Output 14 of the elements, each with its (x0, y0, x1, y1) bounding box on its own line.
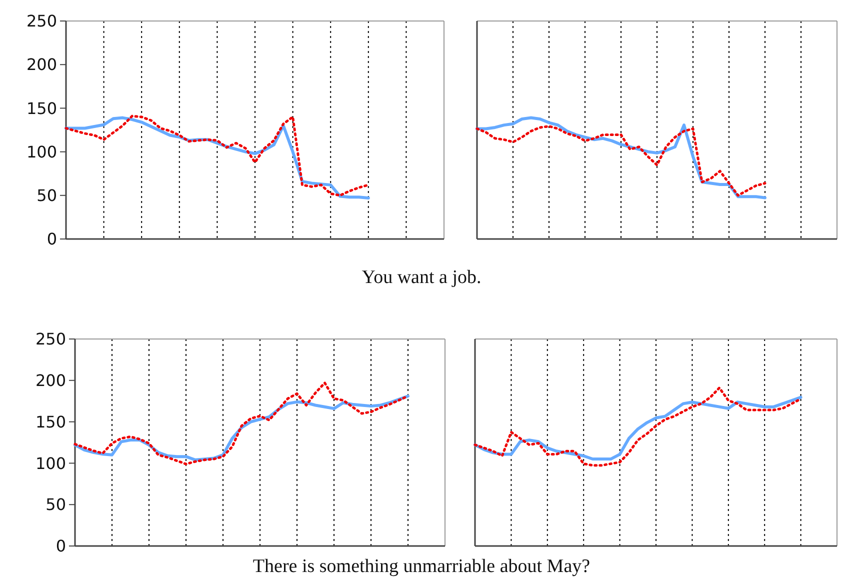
text: There is something unmarriable about May? (252, 556, 590, 577)
y-tick-label: 250 (26, 12, 57, 31)
y-tick-label: 200 (26, 55, 57, 74)
y-tick-label: 50 (36, 186, 57, 205)
y-tick-label: 0 (46, 230, 57, 249)
text: You want a job. (362, 267, 482, 288)
y-tick-label: 150 (26, 98, 57, 118)
y-tick-label: 0 (56, 536, 66, 556)
y-tick-label: 100 (35, 454, 66, 473)
y-tick-label: 200 (35, 371, 66, 390)
y-tick-label: 100 (26, 142, 57, 162)
y-tick-label: 50 (46, 495, 66, 514)
y-tick-label: 150 (35, 412, 66, 432)
y-tick-label: 250 (35, 330, 66, 349)
